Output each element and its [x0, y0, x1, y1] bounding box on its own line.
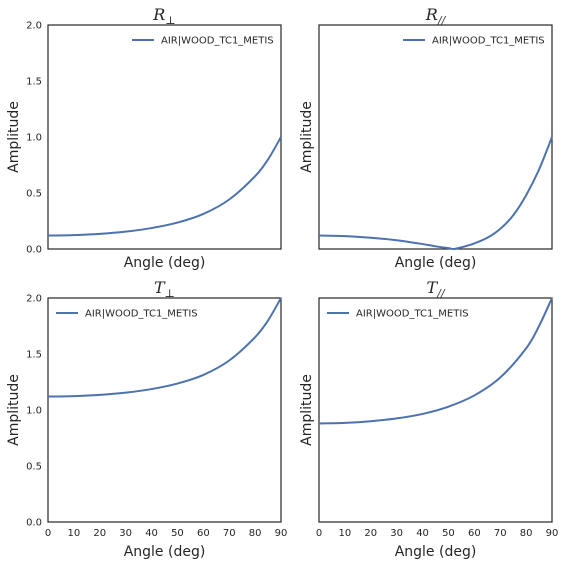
series-line [318, 297, 553, 425]
panel-title-main: T [426, 278, 438, 297]
y-tick-label: 1.5 [26, 77, 42, 88]
series-line [318, 136, 553, 251]
panel-r-perp: R⊥ 0.0 0.5 1.0 1.5 2.0 Angle (deg) Amplitude AIR… [6, 5, 282, 271]
x-tick-label: 80 [520, 528, 533, 539]
y-tick-label: 1.5 [26, 350, 42, 361]
y-tick-label: 1.0 [26, 406, 42, 417]
y-axis-label: Amplitude [299, 101, 315, 173]
panel-r-par: R// Angle (deg) Amplitude AIR|WOOD_TC1_METI… [299, 5, 553, 271]
x-axis-label: Angle (deg) [124, 544, 206, 560]
y-axis-label: Amplitude [6, 374, 22, 446]
panel-t-par: T// 0 10 20 30 40 50 60 70 80 90 Angle (deg) Amplitu… [299, 278, 558, 560]
plot-frame [318, 297, 553, 523]
y-tick-label: 0.0 [26, 518, 42, 529]
x-axis-label: Angle (deg) [124, 255, 206, 271]
y-tick-label: 1.0 [26, 133, 42, 144]
panel-title-main: R [152, 5, 165, 24]
panel-title-sub: ⊥ [165, 287, 175, 300]
panel-title: R⊥ [152, 5, 175, 27]
panel-title-main: R [425, 5, 438, 24]
x-tick-label: 90 [546, 528, 559, 539]
x-tick-label: 80 [249, 528, 262, 539]
x-tick-label: 50 [171, 528, 184, 539]
legend-label: AIR|WOOD_TC1_METIS [432, 36, 545, 47]
panel-title-sub: ⊥ [165, 14, 175, 27]
legend-label: AIR|WOOD_TC1_METIS [161, 36, 274, 47]
x-tick-label: 70 [223, 528, 236, 539]
legend: AIR|WOOD_TC1_METIS [327, 309, 469, 320]
x-tick-label: 20 [93, 528, 106, 539]
x-tick-label: 10 [339, 528, 352, 539]
x-tick-label: 0 [45, 528, 51, 539]
x-tick-label: 70 [494, 528, 507, 539]
y-axis-label: Amplitude [6, 101, 22, 173]
y-tick-label: 0.5 [26, 462, 42, 473]
series-line [47, 297, 282, 398]
x-tick-label: 20 [364, 528, 377, 539]
legend: AIR|WOOD_TC1_METIS [56, 309, 198, 320]
x-tick-label: 60 [468, 528, 481, 539]
x-tick-label: 50 [442, 528, 455, 539]
panel-title-sub: // [437, 14, 447, 27]
x-tick-label: 90 [275, 528, 288, 539]
x-tick-label: 10 [68, 528, 81, 539]
x-axis-label: Angle (deg) [395, 544, 477, 560]
x-axis-label: Angle (deg) [395, 255, 477, 271]
x-tick-label: 30 [119, 528, 132, 539]
panel-t-perp: T⊥ 0.0 0.5 1.0 1.5 2.0 0 10 20 30 40 50 60 70 80 90 Angl… [6, 278, 287, 560]
plot-frame [47, 297, 282, 523]
panel-title: T⊥ [154, 278, 175, 300]
x-tick-label: 40 [145, 528, 158, 539]
legend: AIR|WOOD_TC1_METIS [132, 36, 274, 47]
y-axis-label: Amplitude [299, 374, 315, 446]
y-tick-label: 2.0 [26, 294, 42, 305]
y-tick-label: 0.5 [26, 189, 42, 200]
panel-title: T// [426, 278, 445, 300]
series-line [47, 136, 282, 237]
panel-title-sub: // [436, 287, 446, 300]
x-tick-label: 30 [390, 528, 403, 539]
panel-title: R// [425, 5, 447, 27]
x-tick-label: 60 [197, 528, 210, 539]
panel-title-main: T [154, 278, 166, 297]
legend-label: AIR|WOOD_TC1_METIS [85, 309, 198, 320]
legend-label: AIR|WOOD_TC1_METIS [356, 309, 469, 320]
y-tick-label: 2.0 [26, 21, 42, 32]
x-tick-label: 0 [316, 528, 322, 539]
y-tick-label: 0.0 [26, 245, 42, 256]
legend: AIR|WOOD_TC1_METIS [403, 36, 545, 47]
x-tick-label: 40 [416, 528, 429, 539]
